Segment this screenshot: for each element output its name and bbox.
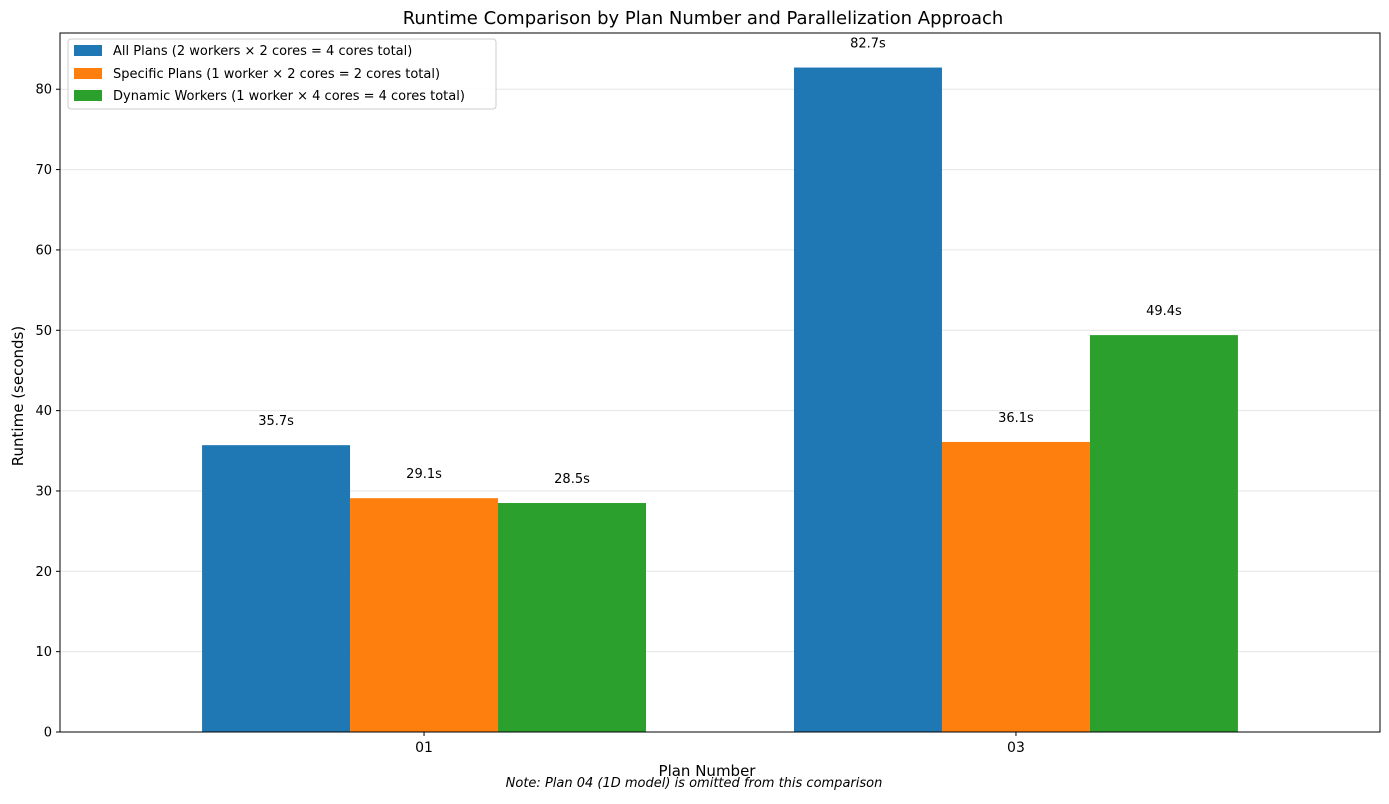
- bar-value-label: 35.7s: [258, 414, 294, 429]
- bar: [1089, 335, 1238, 732]
- plot-frame: [59, 32, 1381, 733]
- legend-label-dynamic-workers: Dynamic Workers (1 worker × 4 cores = 4 …: [113, 89, 465, 104]
- legend-label-all-plans: All Plans (2 workers × 2 cores = 4 cores…: [113, 44, 412, 59]
- bar: [941, 441, 1090, 732]
- axes: 0 10 20 30 40 50 60 70 80 01 03: [35, 83, 1024, 756]
- bar-value-label: 49.4s: [1146, 304, 1182, 319]
- legend-swatch-dynamic-workers: [74, 90, 102, 101]
- bar: [498, 503, 647, 732]
- y-tick-label: 0: [44, 726, 52, 741]
- legend-box: [67, 38, 497, 110]
- legend-swatch-specific-plans: [74, 68, 102, 79]
- chart-note: Note: Plan 04 (1D model) is omitted from…: [506, 776, 883, 791]
- y-tick-label: 10: [35, 645, 52, 660]
- legend-label-specific-plans: Specific Plans (1 worker × 2 cores = 2 c…: [113, 67, 440, 82]
- legend: All Plans (2 workers × 2 cores = 4 cores…: [67, 38, 497, 110]
- bar: [350, 498, 499, 732]
- bar: [793, 67, 942, 732]
- x-tick-label: 03: [1007, 740, 1025, 756]
- bar-value-label: 28.5s: [554, 472, 590, 487]
- y-axis-label: Runtime (seconds): [9, 326, 27, 466]
- y-tick-label: 30: [35, 484, 52, 499]
- bar-value-label: 29.1s: [406, 467, 442, 482]
- y-tick-label: 40: [35, 404, 52, 419]
- chart-title: Runtime Comparison by Plan Number and Pa…: [403, 8, 1004, 29]
- x-axis-label: Plan Number: [659, 762, 757, 780]
- bar-value-label: 82.7s: [850, 36, 886, 51]
- y-tick-label: 50: [35, 324, 52, 339]
- bar: [202, 445, 351, 732]
- y-tick-label: 20: [35, 565, 52, 580]
- y-tick-label: 70: [35, 163, 52, 178]
- data-labels: 35.7s 82.7s 29.1s 36.1s 28.5s 49.4s: [258, 36, 1182, 486]
- legend-swatch-all-plans: [74, 45, 102, 56]
- y-tick-label: 80: [35, 83, 52, 98]
- bars: [202, 67, 1238, 732]
- y-tick-label: 60: [35, 243, 52, 258]
- bar-value-label: 36.1s: [998, 411, 1034, 426]
- x-tick-label: 01: [415, 740, 433, 756]
